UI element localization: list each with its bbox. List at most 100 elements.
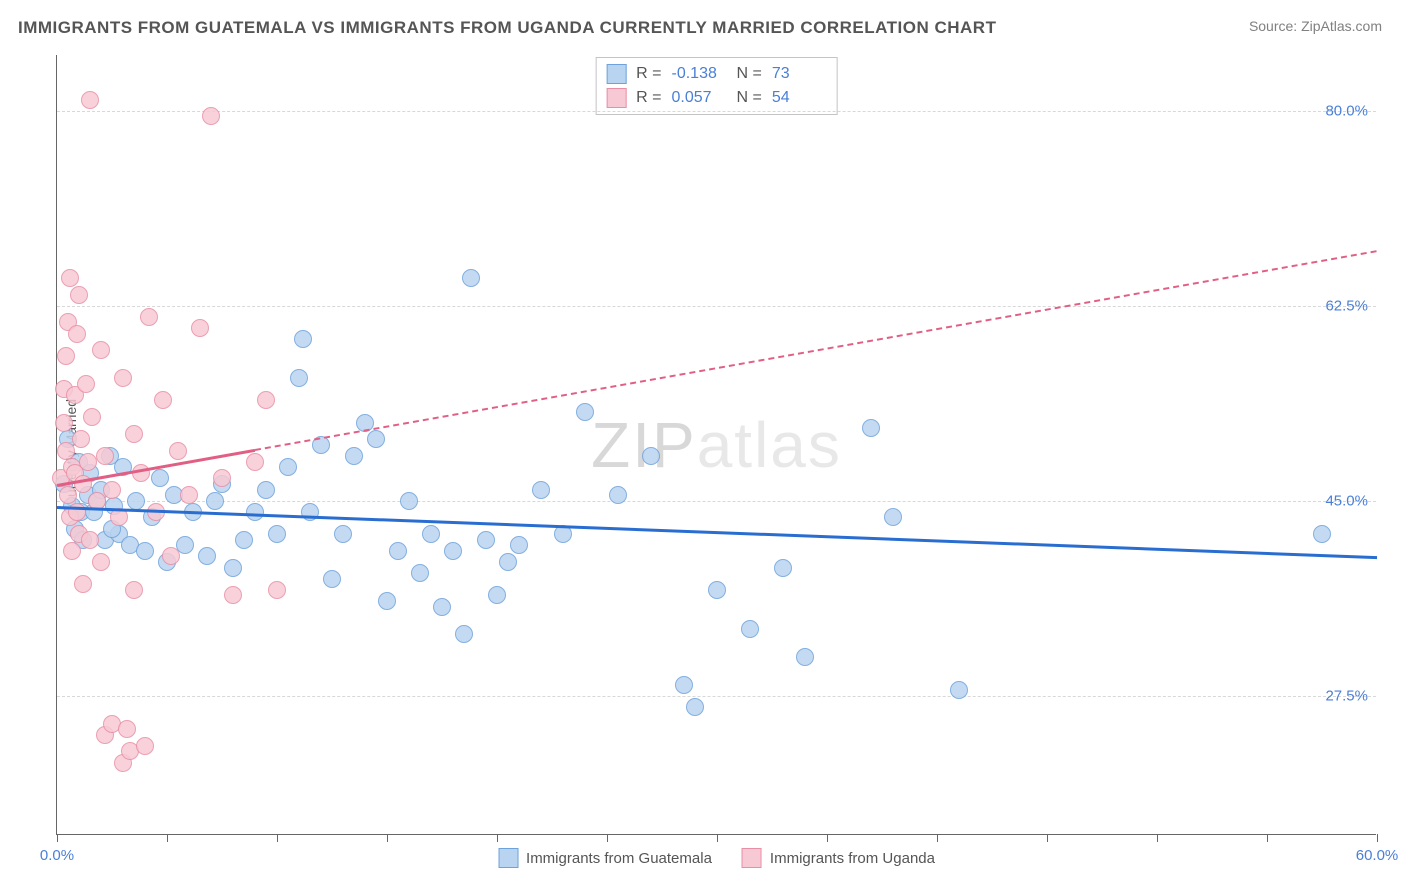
scatter-point bbox=[154, 391, 172, 409]
scatter-point bbox=[235, 531, 253, 549]
scatter-point bbox=[532, 481, 550, 499]
legend-label: Immigrants from Uganda bbox=[770, 850, 935, 867]
gridline bbox=[57, 501, 1376, 502]
scatter-point bbox=[83, 408, 101, 426]
stat-n-value: 73 bbox=[772, 62, 827, 86]
scatter-point bbox=[499, 553, 517, 571]
scatter-point bbox=[169, 442, 187, 460]
scatter-point bbox=[279, 458, 297, 476]
scatter-point bbox=[268, 581, 286, 599]
scatter-point bbox=[151, 469, 169, 487]
scatter-point bbox=[642, 447, 660, 465]
x-tick bbox=[167, 834, 168, 842]
scatter-point bbox=[462, 269, 480, 287]
scatter-point bbox=[708, 581, 726, 599]
x-tick bbox=[1377, 834, 1378, 842]
stat-r-value: 0.057 bbox=[672, 86, 727, 110]
x-tick bbox=[57, 834, 58, 842]
scatter-point bbox=[198, 547, 216, 565]
scatter-point bbox=[378, 592, 396, 610]
scatter-point bbox=[74, 575, 92, 593]
scatter-point bbox=[118, 720, 136, 738]
stat-r-label: R = bbox=[636, 86, 661, 110]
scatter-point bbox=[294, 330, 312, 348]
scatter-point bbox=[180, 486, 198, 504]
scatter-point bbox=[675, 676, 693, 694]
plot-area: Currently Married ZIPatlas R =-0.138N =7… bbox=[56, 55, 1376, 835]
scatter-point bbox=[1313, 525, 1331, 543]
scatter-point bbox=[741, 620, 759, 638]
scatter-point bbox=[510, 536, 528, 554]
x-tick-label: 60.0% bbox=[1356, 847, 1399, 864]
y-tick-label: 62.5% bbox=[1325, 297, 1368, 314]
scatter-point bbox=[81, 531, 99, 549]
legend-swatch-icon bbox=[742, 848, 762, 868]
watermark-light: atlas bbox=[697, 409, 842, 481]
scatter-point bbox=[92, 341, 110, 359]
scatter-point bbox=[140, 308, 158, 326]
source-label: Source: ZipAtlas.com bbox=[1249, 18, 1382, 34]
x-tick bbox=[1267, 834, 1268, 842]
watermark-bold: ZIP bbox=[591, 409, 697, 481]
scatter-point bbox=[103, 481, 121, 499]
scatter-point bbox=[63, 542, 81, 560]
legend-item-uganda: Immigrants from Uganda bbox=[742, 848, 935, 868]
stats-row: R = 0.057 N = 54 bbox=[606, 86, 827, 110]
scatter-point bbox=[132, 464, 150, 482]
scatter-point bbox=[72, 430, 90, 448]
scatter-point bbox=[950, 681, 968, 699]
scatter-point bbox=[125, 425, 143, 443]
scatter-point bbox=[422, 525, 440, 543]
scatter-point bbox=[55, 414, 73, 432]
scatter-point bbox=[92, 553, 110, 571]
x-tick bbox=[607, 834, 608, 842]
scatter-point bbox=[96, 447, 114, 465]
legend-swatch-icon bbox=[498, 848, 518, 868]
scatter-point bbox=[411, 564, 429, 582]
scatter-point bbox=[224, 559, 242, 577]
scatter-point bbox=[323, 570, 341, 588]
stat-n-value: 54 bbox=[772, 86, 827, 110]
scatter-point bbox=[400, 492, 418, 510]
scatter-point bbox=[477, 531, 495, 549]
scatter-point bbox=[68, 325, 86, 343]
scatter-point bbox=[367, 430, 385, 448]
scatter-point bbox=[389, 542, 407, 560]
legend-item-guatemala: Immigrants from Guatemala bbox=[498, 848, 712, 868]
gridline bbox=[57, 306, 1376, 307]
stat-n-label: N = bbox=[737, 62, 762, 86]
scatter-point bbox=[77, 375, 95, 393]
scatter-point bbox=[61, 269, 79, 287]
x-tick bbox=[827, 834, 828, 842]
x-tick bbox=[277, 834, 278, 842]
chart-title: IMMIGRANTS FROM GUATEMALA VS IMMIGRANTS … bbox=[18, 18, 1382, 38]
scatter-point bbox=[488, 586, 506, 604]
scatter-point bbox=[576, 403, 594, 421]
scatter-point bbox=[862, 419, 880, 437]
gridline bbox=[57, 111, 1376, 112]
scatter-point bbox=[79, 453, 97, 471]
scatter-point bbox=[191, 319, 209, 337]
scatter-point bbox=[433, 598, 451, 616]
scatter-point bbox=[686, 698, 704, 716]
scatter-point bbox=[268, 525, 286, 543]
scatter-point bbox=[609, 486, 627, 504]
stat-n-label: N = bbox=[737, 86, 762, 110]
trend-line bbox=[255, 250, 1377, 451]
stats-legend-box: R =-0.138N =73R =0.057N =54 bbox=[595, 57, 838, 115]
chart-container: IMMIGRANTS FROM GUATEMALA VS IMMIGRANTS … bbox=[0, 0, 1406, 892]
scatter-point bbox=[774, 559, 792, 577]
scatter-point bbox=[246, 453, 264, 471]
scatter-point bbox=[444, 542, 462, 560]
x-tick bbox=[1157, 834, 1158, 842]
scatter-point bbox=[57, 442, 75, 460]
scatter-point bbox=[224, 586, 242, 604]
bottom-legend: Immigrants from Guatemala Immigrants fro… bbox=[498, 848, 935, 868]
x-tick bbox=[1047, 834, 1048, 842]
legend-label: Immigrants from Guatemala bbox=[526, 850, 712, 867]
scatter-point bbox=[884, 508, 902, 526]
scatter-point bbox=[206, 492, 224, 510]
y-tick-label: 27.5% bbox=[1325, 687, 1368, 704]
x-tick bbox=[937, 834, 938, 842]
scatter-point bbox=[70, 286, 88, 304]
